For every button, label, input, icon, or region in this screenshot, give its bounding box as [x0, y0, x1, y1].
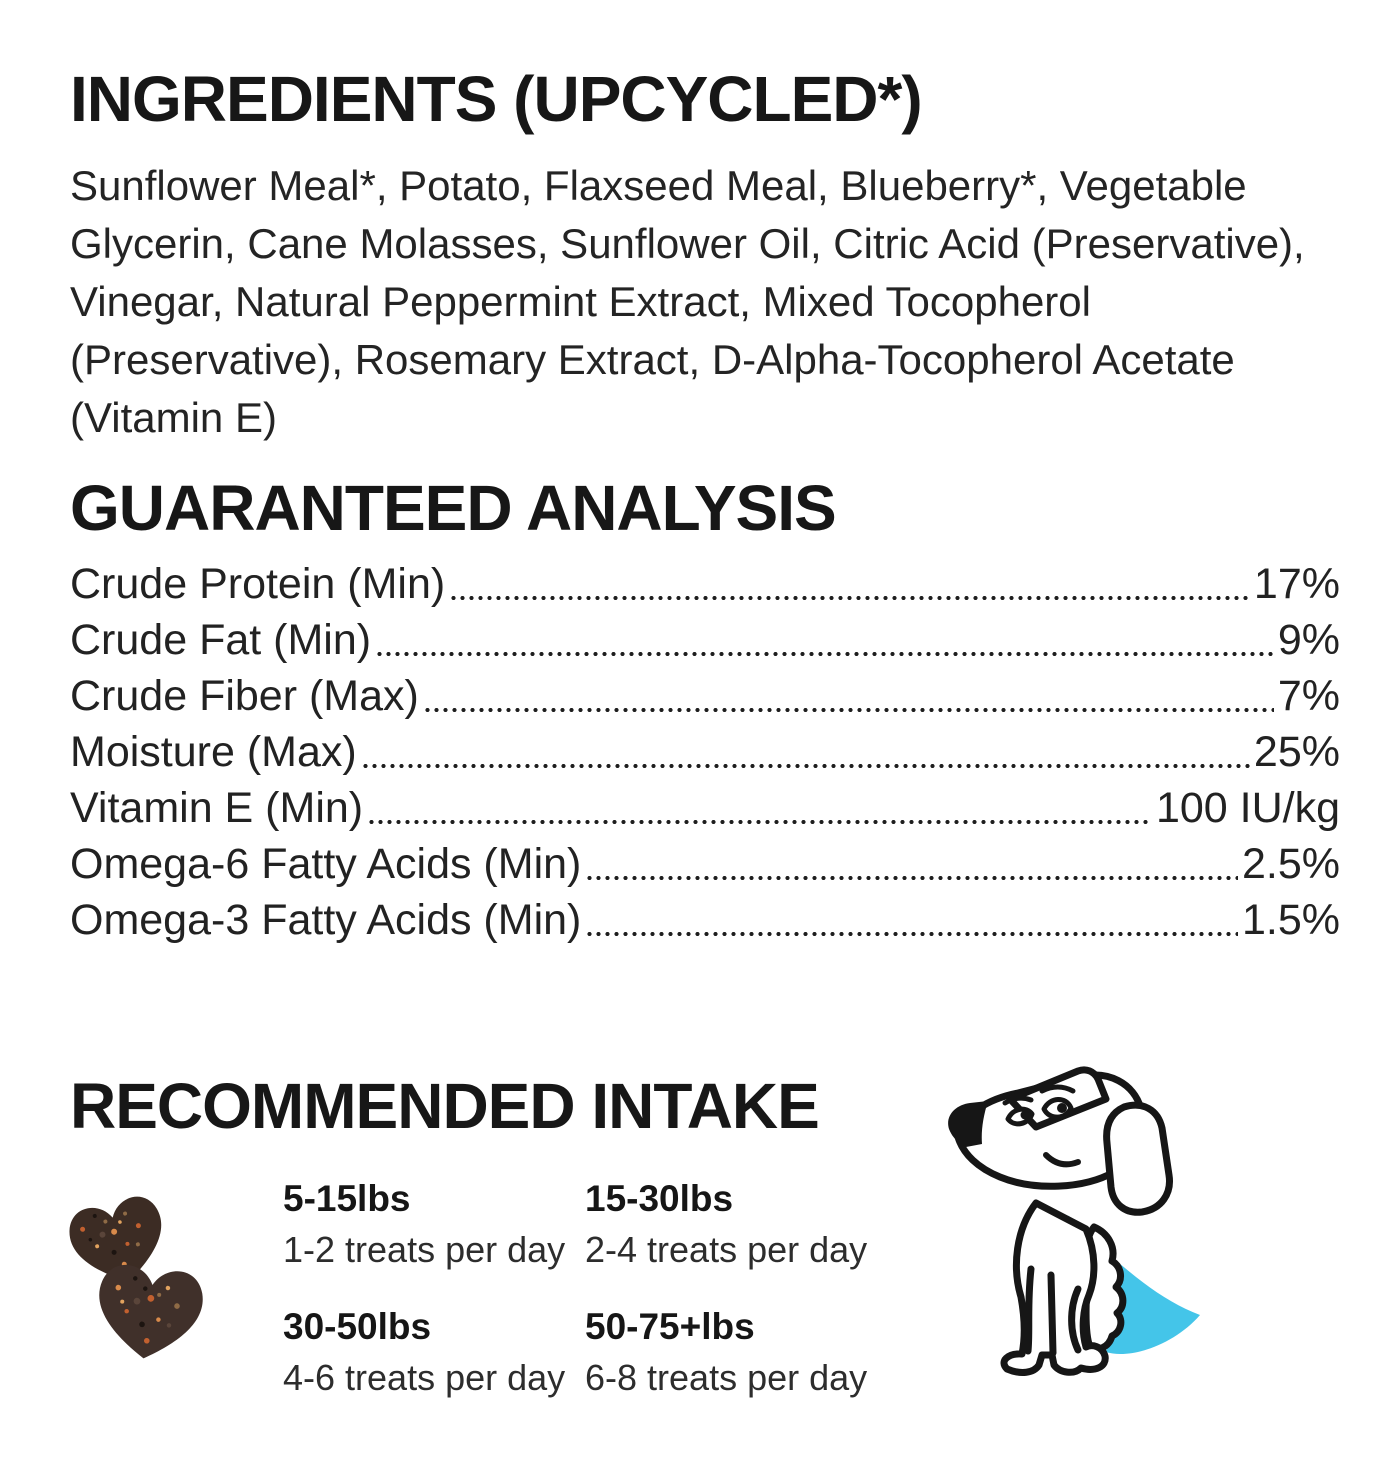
analysis-value: 2.5% [1241, 840, 1340, 889]
recommended-intake-heading: RECOMMENDED INTAKE [70, 1070, 820, 1142]
analysis-value: 1.5% [1241, 896, 1340, 945]
treat-heart [69, 1196, 162, 1282]
dot-leader [360, 763, 1250, 770]
analysis-value: 25% [1253, 728, 1340, 777]
intake-cell-30-50: 30-50lbs 4-6 treats per day [283, 1305, 585, 1401]
intake-amount: 6-8 treats per day [585, 1357, 868, 1398]
pet-treat-label: INGREDIENTS (UPCYCLED*) Sunflower Meal*,… [0, 63, 1400, 1466]
intake-cell-50-75: 50-75+lbs 6-8 treats per day [585, 1305, 867, 1401]
intake-weight: 5-15lbs [283, 1178, 411, 1219]
intake-cell-15-30: 15-30lbs 2-4 treats per day [585, 1177, 867, 1273]
guaranteed-analysis-section: GUARANTEED ANALYSIS Crude Protein (Min) … [0, 472, 1400, 948]
intake-weight: 30-50lbs [283, 1306, 432, 1347]
intake-cell-5-15: 5-15lbs 1-2 treats per day [283, 1177, 585, 1273]
analysis-value: 100 IU/kg [1155, 784, 1340, 833]
analysis-row-omega-6: Omega-6 Fatty Acids (Min) 2.5% [70, 836, 1340, 892]
recommended-intake-section: RECOMMENDED INTAKE [0, 1051, 1400, 1466]
intake-amount: 2-4 treats per day [585, 1229, 868, 1270]
intake-amount: 1-2 treats per day [283, 1229, 566, 1270]
dot-leader [585, 875, 1238, 882]
treats-illustration [69, 1196, 203, 1359]
ingredients-text: Sunflower Meal*, Potato, Flaxseed Meal, … [70, 162, 1305, 442]
analysis-value: 7% [1277, 672, 1340, 721]
analysis-row-crude-fiber: Crude Fiber (Max) 7% [70, 668, 1340, 724]
analysis-name: Omega-6 Fatty Acids (Min) [70, 840, 582, 889]
analysis-row-omega-3: Omega-3 Fatty Acids (Min) 1.5% [70, 892, 1340, 948]
dot-leader [367, 819, 1152, 826]
analysis-row-vitamin-e: Vitamin E (Min) 100 IU/kg [70, 780, 1340, 836]
analysis-name: Moisture (Max) [70, 728, 357, 777]
analysis-row-moisture: Moisture (Max) 25% [70, 724, 1340, 780]
analysis-value: 17% [1253, 560, 1340, 609]
intake-weight: 50-75+lbs [585, 1306, 755, 1347]
analysis-name: Omega-3 Fatty Acids (Min) [70, 896, 582, 945]
analysis-row-crude-protein: Crude Protein (Min) 17% [70, 556, 1340, 612]
analysis-name: Crude Fiber (Max) [70, 672, 419, 721]
dot-leader [449, 595, 1250, 602]
analysis-name: Crude Fat (Min) [70, 616, 372, 665]
dot-leader [585, 931, 1238, 938]
treat-heart [99, 1264, 203, 1359]
dot-leader [422, 707, 1274, 714]
analysis-row-crude-fat: Crude Fat (Min) 9% [70, 612, 1340, 668]
intake-grid: 5-15lbs 1-2 treats per day 15-30lbs 2-4 … [283, 1177, 867, 1401]
guaranteed-analysis-table: Crude Protein (Min) 17% Crude Fat (Min) … [70, 556, 1340, 948]
dot-leader [375, 651, 1274, 658]
dog-nose [948, 1101, 988, 1147]
ingredients-section: INGREDIENTS (UPCYCLED*) Sunflower Meal*,… [0, 63, 1400, 447]
intake-amount: 4-6 treats per day [283, 1357, 566, 1398]
ingredients-heading: INGREDIENTS (UPCYCLED*) [70, 63, 923, 135]
analysis-name: Vitamin E (Min) [70, 784, 364, 833]
guaranteed-analysis-heading: GUARANTEED ANALYSIS [70, 472, 837, 545]
dog-illustration [948, 1066, 1200, 1376]
intake-weight: 15-30lbs [585, 1178, 734, 1219]
analysis-name: Crude Protein (Min) [70, 560, 446, 609]
analysis-value: 9% [1277, 616, 1340, 665]
